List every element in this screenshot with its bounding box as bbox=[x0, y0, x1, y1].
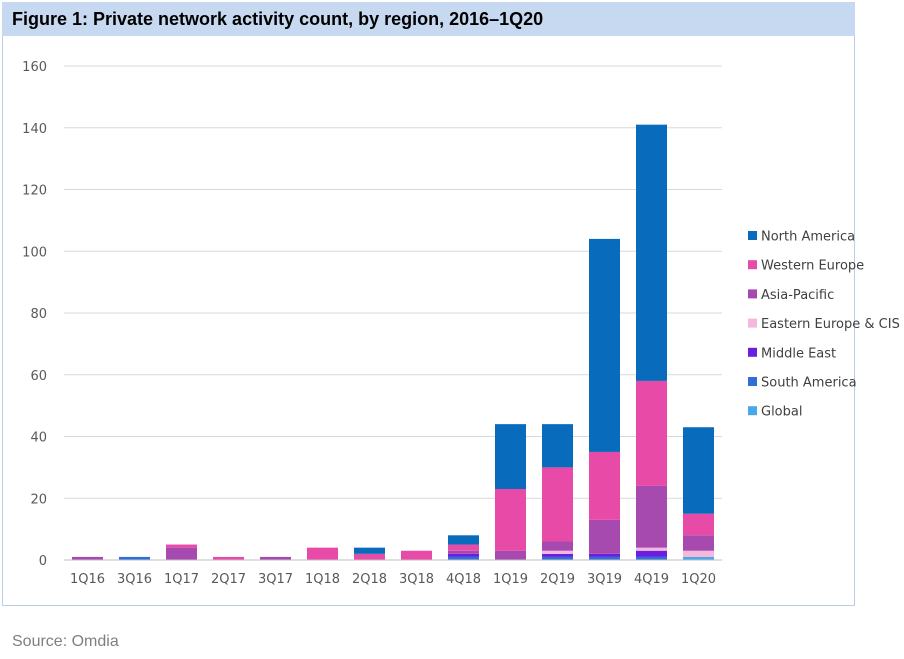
bar-segment bbox=[448, 556, 479, 560]
x-tick-label: 2Q19 bbox=[540, 572, 575, 587]
x-tick-label: 3Q19 bbox=[587, 572, 622, 587]
y-tick-label: 140 bbox=[22, 122, 47, 137]
bar-segment bbox=[589, 553, 620, 557]
x-tick-label: 1Q18 bbox=[305, 572, 340, 587]
bars bbox=[72, 124, 714, 560]
bar-segment bbox=[542, 541, 573, 551]
bar-segment bbox=[448, 553, 479, 557]
y-tick-label: 0 bbox=[39, 554, 47, 569]
bar-segment bbox=[448, 544, 479, 551]
bar-segment bbox=[542, 467, 573, 542]
bar-segment bbox=[448, 550, 479, 554]
x-tick-label: 4Q19 bbox=[634, 572, 669, 587]
bar-segment bbox=[589, 519, 620, 554]
chart-frame bbox=[2, 36, 855, 606]
legend-swatch bbox=[748, 347, 757, 357]
bar-segment bbox=[307, 547, 338, 560]
bar-segment bbox=[401, 550, 432, 560]
gridlines bbox=[64, 65, 722, 561]
x-tick-label: 1Q20 bbox=[681, 572, 716, 587]
bar-segment bbox=[72, 556, 103, 560]
bar-segment bbox=[683, 556, 714, 560]
legend-swatch bbox=[748, 406, 757, 416]
legend-label: Global bbox=[761, 405, 802, 420]
figure-title: Figure 1: Private network activity count… bbox=[12, 9, 544, 29]
legend-label: South America bbox=[761, 376, 857, 391]
bar-segment bbox=[213, 556, 244, 560]
bar-segment bbox=[495, 488, 526, 551]
bar-segment bbox=[683, 513, 714, 536]
x-tick-label: 1Q16 bbox=[70, 572, 105, 587]
y-tick-label: 160 bbox=[22, 60, 47, 75]
bar-segment bbox=[636, 547, 667, 551]
legend: North America Western Europe Asia-Pacific E… bbox=[748, 230, 900, 420]
bar-segment bbox=[589, 238, 620, 452]
bar-segment bbox=[683, 535, 714, 551]
x-tick-label: 2Q18 bbox=[352, 572, 387, 587]
y-axis: 0 20 40 60 80 100 120 140 160 bbox=[22, 60, 47, 569]
legend-swatch bbox=[748, 377, 757, 386]
legend-swatch bbox=[748, 231, 757, 240]
x-tick-label: 3Q17 bbox=[258, 572, 293, 587]
bar-segment bbox=[636, 556, 667, 560]
bar-segment bbox=[589, 451, 620, 520]
bar-segment bbox=[542, 553, 573, 557]
bar-segment bbox=[683, 550, 714, 557]
y-tick-label: 80 bbox=[30, 307, 47, 322]
bar-segment bbox=[260, 556, 291, 560]
bar-segment bbox=[589, 556, 620, 560]
legend-label: Eastern Europe & CIS bbox=[761, 317, 900, 332]
bar-segment bbox=[166, 544, 197, 548]
y-tick-label: 40 bbox=[30, 431, 47, 446]
legend-label: North America bbox=[761, 230, 855, 245]
legend-swatch bbox=[748, 289, 757, 299]
title-bar: Figure 1: Private network activity count… bbox=[2, 2, 855, 36]
bar-segment bbox=[354, 553, 385, 560]
bar-segment bbox=[542, 550, 573, 554]
bar-segment bbox=[166, 547, 197, 560]
bar-segment bbox=[119, 556, 150, 560]
bar-segment bbox=[542, 424, 573, 468]
bar-segment bbox=[448, 535, 479, 545]
bar-segment bbox=[542, 556, 573, 560]
bar-segment bbox=[636, 550, 667, 557]
x-tick-label: 1Q17 bbox=[164, 572, 199, 587]
bar-segment bbox=[495, 550, 526, 560]
x-tick-label: 3Q16 bbox=[117, 572, 152, 587]
bar-segment bbox=[636, 485, 667, 548]
y-tick-label: 120 bbox=[22, 184, 47, 199]
bar-segment bbox=[354, 547, 385, 554]
y-tick-label: 20 bbox=[30, 492, 47, 507]
legend-swatch bbox=[748, 260, 757, 270]
x-tick-label: 2Q17 bbox=[211, 572, 246, 587]
x-tick-label: 1Q19 bbox=[493, 572, 528, 587]
y-tick-label: 100 bbox=[22, 245, 47, 260]
legend-label: Western Europe bbox=[761, 259, 864, 274]
x-axis: 1Q16 3Q16 1Q17 2Q17 3Q17 1Q18 2Q18 3Q18 4Q18 1Q19… bbox=[64, 559, 722, 587]
legend-swatch bbox=[748, 318, 757, 328]
bar-segment bbox=[495, 424, 526, 489]
bar-segment bbox=[636, 380, 667, 486]
x-tick-label: 4Q18 bbox=[446, 572, 481, 587]
source-note: Source: Omdia bbox=[12, 633, 119, 650]
x-tick-label: 3Q18 bbox=[399, 572, 434, 587]
bar-segment bbox=[683, 427, 714, 514]
y-tick-label: 60 bbox=[30, 369, 47, 384]
bar-segment bbox=[636, 124, 667, 381]
legend-label: Asia-Pacific bbox=[761, 288, 834, 303]
legend-label: Middle East bbox=[761, 346, 836, 361]
